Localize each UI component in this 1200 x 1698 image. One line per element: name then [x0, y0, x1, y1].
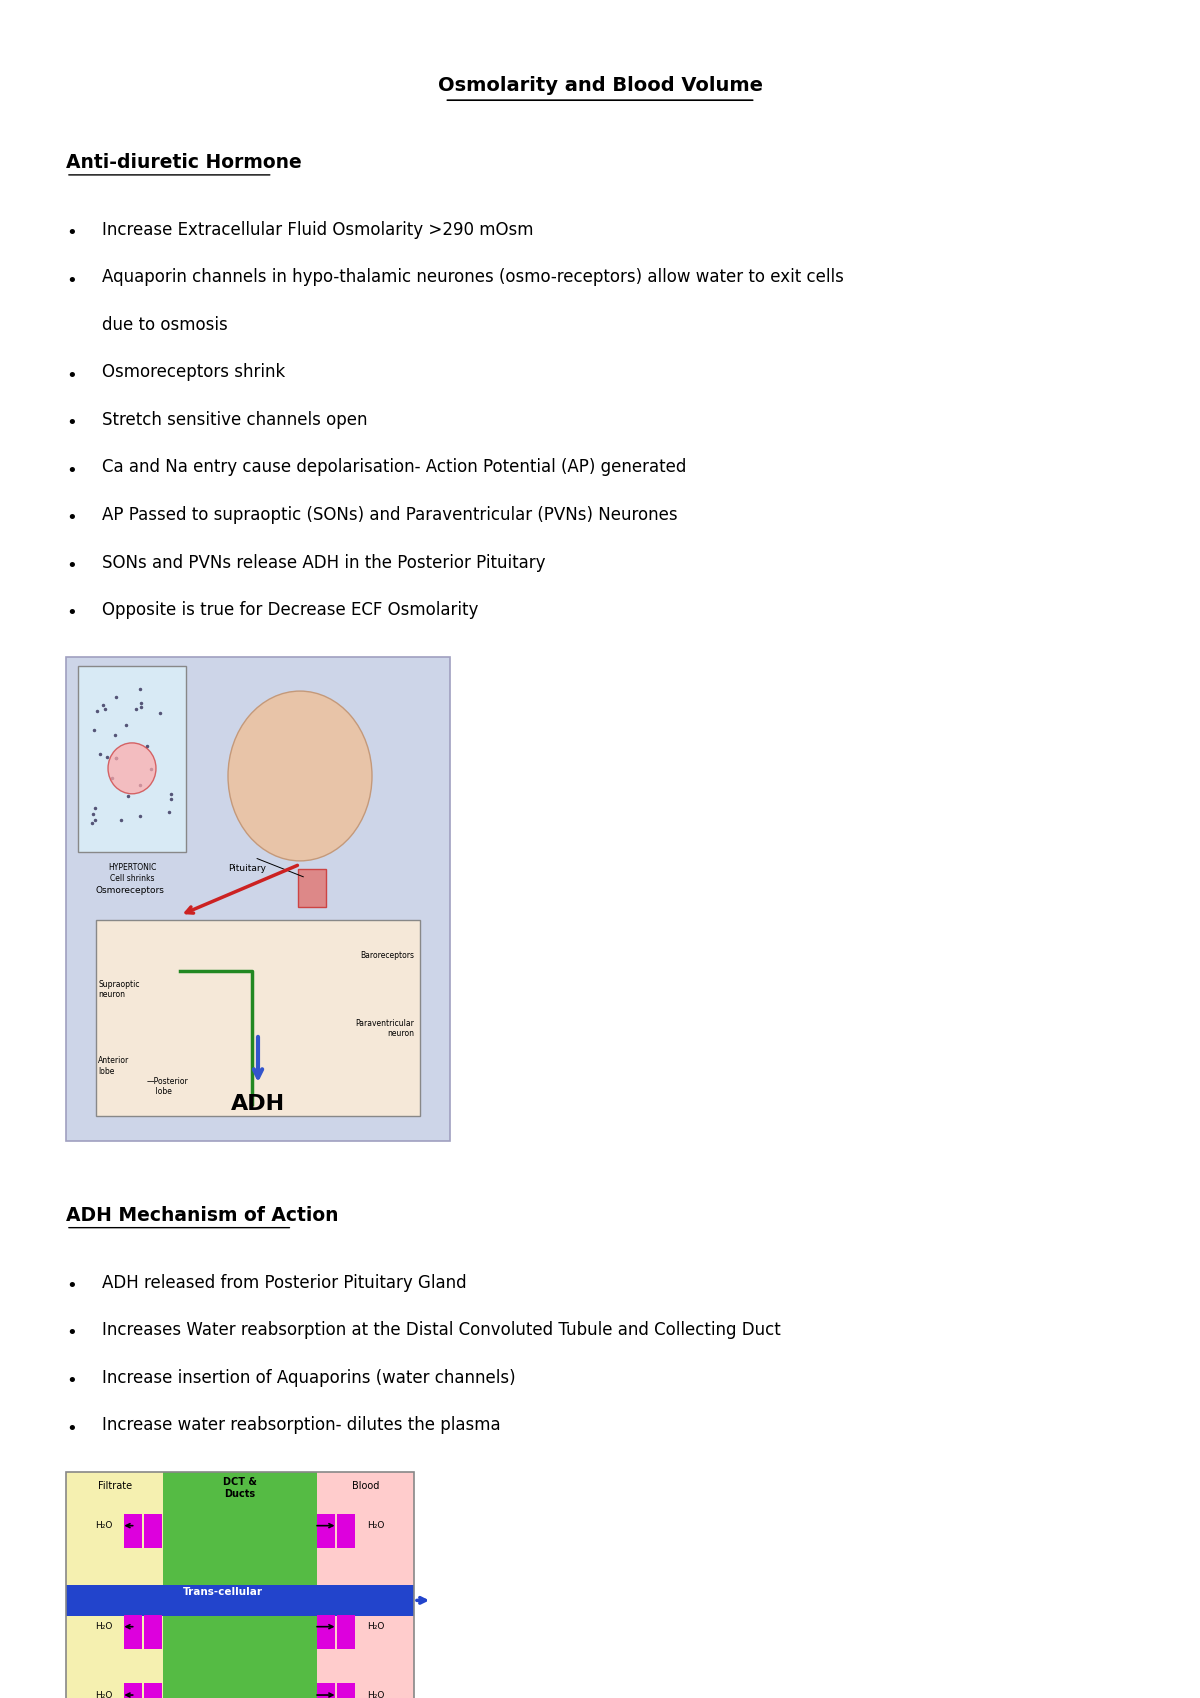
FancyBboxPatch shape [96, 920, 420, 1116]
Text: H₂O: H₂O [367, 1521, 384, 1530]
Text: •: • [66, 367, 77, 385]
Text: •: • [66, 509, 77, 528]
Text: Pituitary: Pituitary [228, 864, 266, 873]
Text: SONs and PVNs release ADH in the Posterior Pituitary: SONs and PVNs release ADH in the Posteri… [102, 554, 546, 572]
Text: Anti-diuretic Hormone: Anti-diuretic Hormone [66, 153, 301, 171]
FancyBboxPatch shape [317, 1615, 335, 1649]
Text: DCT &
Ducts: DCT & Ducts [223, 1477, 257, 1499]
Text: •: • [66, 604, 77, 623]
Text: AP Passed to supraoptic (SONs) and Paraventricular (PVNs) Neurones: AP Passed to supraoptic (SONs) and Parav… [102, 506, 678, 525]
FancyBboxPatch shape [66, 657, 450, 1141]
Text: ADH: ADH [230, 1094, 286, 1114]
Text: ADH released from Posterior Pituitary Gland: ADH released from Posterior Pituitary Gl… [102, 1274, 467, 1292]
Text: Supraoptic
neuron: Supraoptic neuron [98, 980, 140, 998]
Text: Opposite is true for Decrease ECF Osmolarity: Opposite is true for Decrease ECF Osmola… [102, 601, 479, 620]
Text: •: • [66, 414, 77, 433]
FancyBboxPatch shape [317, 1683, 335, 1698]
Text: Baroreceptors: Baroreceptors [360, 951, 414, 959]
Text: •: • [66, 224, 77, 243]
FancyBboxPatch shape [317, 1472, 414, 1698]
Text: Osmolarity and Blood Volume: Osmolarity and Blood Volume [438, 76, 762, 95]
Text: due to osmosis: due to osmosis [102, 316, 228, 335]
Text: •: • [66, 1420, 77, 1438]
Text: HYPERTONIC: HYPERTONIC [108, 863, 156, 871]
Text: Osmoreceptors: Osmoreceptors [96, 886, 164, 895]
FancyBboxPatch shape [66, 1586, 414, 1616]
Text: Stretch sensitive channels open: Stretch sensitive channels open [102, 411, 367, 430]
FancyBboxPatch shape [124, 1615, 142, 1649]
Text: H₂O: H₂O [367, 1691, 384, 1698]
FancyBboxPatch shape [337, 1515, 355, 1549]
Text: •: • [66, 557, 77, 576]
Text: Trans-cellular: Trans-cellular [182, 1588, 263, 1596]
Ellipse shape [228, 691, 372, 861]
Text: Increase insertion of Aquaporins (water channels): Increase insertion of Aquaporins (water … [102, 1369, 516, 1387]
Text: Ca and Na entry cause depolarisation- Action Potential (AP) generated: Ca and Na entry cause depolarisation- Ac… [102, 458, 686, 477]
Text: ADH Mechanism of Action: ADH Mechanism of Action [66, 1206, 338, 1224]
Text: Anterior
lobe: Anterior lobe [98, 1056, 130, 1075]
Text: —Posterior
    lobe: —Posterior lobe [146, 1077, 188, 1095]
Text: H₂O: H₂O [96, 1622, 113, 1632]
Text: Osmoreceptors shrink: Osmoreceptors shrink [102, 363, 286, 382]
FancyBboxPatch shape [78, 666, 186, 852]
Text: H₂O: H₂O [367, 1622, 384, 1632]
Text: H₂O: H₂O [96, 1521, 113, 1530]
FancyBboxPatch shape [163, 1472, 317, 1698]
FancyBboxPatch shape [124, 1515, 142, 1549]
Ellipse shape [108, 744, 156, 795]
FancyBboxPatch shape [124, 1683, 142, 1698]
Text: Cell shrinks: Cell shrinks [109, 874, 155, 883]
Text: •: • [66, 272, 77, 290]
Text: Aquaporin channels in hypo-thalamic neurones (osmo-receptors) allow water to exi: Aquaporin channels in hypo-thalamic neur… [102, 268, 844, 287]
Text: Increase water reabsorption- dilutes the plasma: Increase water reabsorption- dilutes the… [102, 1416, 500, 1435]
FancyBboxPatch shape [66, 1472, 163, 1698]
FancyBboxPatch shape [337, 1683, 355, 1698]
Text: Filtrate: Filtrate [97, 1481, 132, 1491]
Text: H₂O: H₂O [96, 1691, 113, 1698]
Text: •: • [66, 1324, 77, 1343]
Text: •: • [66, 1372, 77, 1391]
FancyBboxPatch shape [317, 1515, 335, 1549]
FancyBboxPatch shape [144, 1615, 162, 1649]
Text: •: • [66, 462, 77, 481]
FancyBboxPatch shape [144, 1515, 162, 1549]
FancyBboxPatch shape [337, 1615, 355, 1649]
Text: Increase Extracellular Fluid Osmolarity >290 mOsm: Increase Extracellular Fluid Osmolarity … [102, 221, 534, 239]
Text: Increases Water reabsorption at the Distal Convoluted Tubule and Collecting Duct: Increases Water reabsorption at the Dist… [102, 1321, 781, 1340]
Text: Paraventricular
neuron: Paraventricular neuron [355, 1019, 414, 1037]
FancyBboxPatch shape [144, 1683, 162, 1698]
Text: •: • [66, 1277, 77, 1296]
FancyBboxPatch shape [298, 869, 326, 907]
Text: Blood: Blood [352, 1481, 379, 1491]
